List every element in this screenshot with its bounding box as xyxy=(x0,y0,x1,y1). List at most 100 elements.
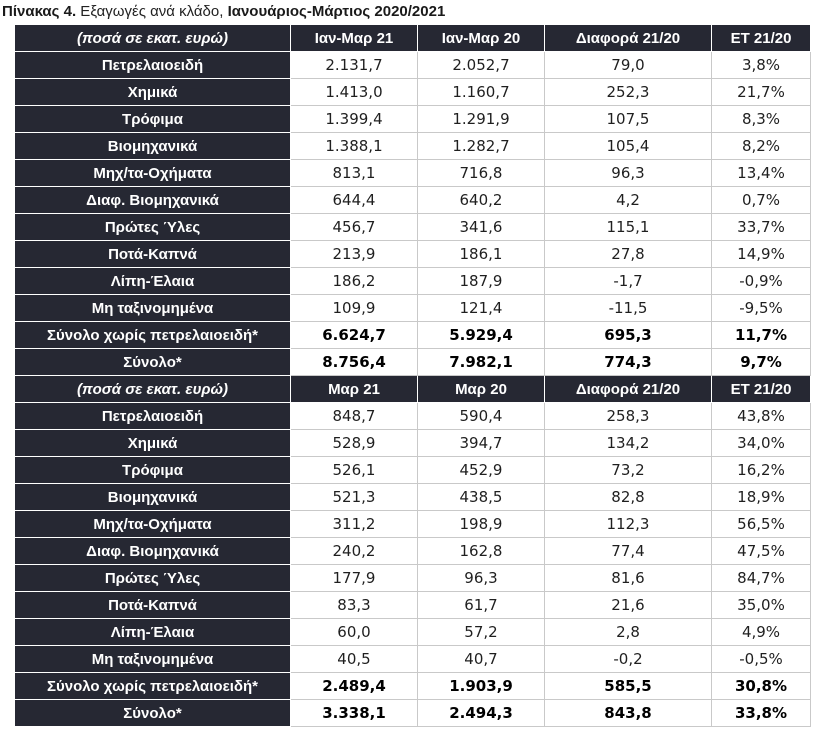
value-cell: 8.756,4 xyxy=(290,348,418,376)
value-cell: 198,9 xyxy=(417,510,545,538)
table-row: Μη ταξινομημένα 40,5 40,7 -0,2 -0,5% xyxy=(14,645,811,673)
table-row: Πρώτες Ύλες 456,7 341,6 115,1 33,7% xyxy=(14,213,811,241)
sector-label: Σύνολο* xyxy=(14,699,291,727)
value-cell: 187,9 xyxy=(417,267,545,295)
value-cell: 311,2 xyxy=(290,510,418,538)
value-cell: 177,9 xyxy=(290,564,418,592)
value-cell: 644,4 xyxy=(290,186,418,214)
value-cell: 2,8 xyxy=(544,618,712,646)
value-cell: 213,9 xyxy=(290,240,418,268)
total-row: Σύνολο χωρίς πετρελαιοειδή* 2.489,4 1.903,… xyxy=(14,672,811,700)
value-cell: 33,8% xyxy=(711,699,811,727)
value-cell: 96,3 xyxy=(544,159,712,187)
value-cell: -0,9% xyxy=(711,267,811,295)
value-cell: 452,9 xyxy=(417,456,545,484)
value-cell: 3,8% xyxy=(711,51,811,79)
value-cell: -11,5 xyxy=(544,294,712,322)
table-row: Χημικά 528,9 394,7 134,2 34,0% xyxy=(14,429,811,457)
value-cell: 60,0 xyxy=(290,618,418,646)
value-cell: 716,8 xyxy=(417,159,545,187)
value-cell: 258,3 xyxy=(544,402,712,430)
value-cell: 1.903,9 xyxy=(417,672,545,700)
sector-label: Μηχ/τα-Οχήματα xyxy=(14,159,291,187)
table-row: Μη ταξινομημένα 109,9 121,4 -11,5 -9,5% xyxy=(14,294,811,322)
value-cell: 112,3 xyxy=(544,510,712,538)
value-cell: 27,8 xyxy=(544,240,712,268)
sector-label: Σύνολο* xyxy=(14,348,291,376)
value-cell: 774,3 xyxy=(544,348,712,376)
value-cell: 186,2 xyxy=(290,267,418,295)
value-cell: 40,7 xyxy=(417,645,545,673)
column-header: Ιαν-Μαρ 21 xyxy=(290,24,418,52)
table-row: Διαφ. Βιομηχανικά 644,4 640,2 4,2 0,7% xyxy=(14,186,811,214)
value-cell: 521,3 xyxy=(290,483,418,511)
value-cell: 105,4 xyxy=(544,132,712,160)
value-cell: 33,7% xyxy=(711,213,811,241)
caption-subject: Εξαγωγές ανά κλάδο, xyxy=(76,3,228,20)
value-cell: -1,7 xyxy=(544,267,712,295)
units-header: (ποσά σε εκατ. ευρώ) xyxy=(14,24,291,52)
value-cell: 252,3 xyxy=(544,78,712,106)
value-cell: 8,2% xyxy=(711,132,811,160)
value-cell: 61,7 xyxy=(417,591,545,619)
value-cell: 121,4 xyxy=(417,294,545,322)
total-row: Σύνολο* 3.338,1 2.494,3 843,8 33,8% xyxy=(14,699,811,727)
value-cell: 1.160,7 xyxy=(417,78,545,106)
total-row: Σύνολο* 8.756,4 7.982,1 774,3 9,7% xyxy=(14,348,811,376)
value-cell: 96,3 xyxy=(417,564,545,592)
sector-label: Σύνολο χωρίς πετρελαιοειδή* xyxy=(14,672,291,700)
value-cell: 2.131,7 xyxy=(290,51,418,79)
table-row: Ποτά-Καπνά 83,3 61,7 21,6 35,0% xyxy=(14,591,811,619)
table-row: Χημικά 1.413,0 1.160,7 252,3 21,7% xyxy=(14,78,811,106)
sector-label: Λίπη-Έλαια xyxy=(14,618,291,646)
column-header: Μαρ 21 xyxy=(290,375,418,403)
sector-label: Πετρελαιοειδή xyxy=(14,51,291,79)
exports-by-sector-table: (ποσά σε εκατ. ευρώ) Ιαν-Μαρ 21 Ιαν-Μαρ 20… xyxy=(14,24,811,727)
value-cell: -0,2 xyxy=(544,645,712,673)
value-cell: 11,7% xyxy=(711,321,811,349)
value-cell: 84,7% xyxy=(711,564,811,592)
value-cell: 14,9% xyxy=(711,240,811,268)
value-cell: 813,1 xyxy=(290,159,418,187)
value-cell: 186,1 xyxy=(417,240,545,268)
value-cell: 47,5% xyxy=(711,537,811,565)
table-row: Τρόφιμα 526,1 452,9 73,2 16,2% xyxy=(14,456,811,484)
value-cell: 83,3 xyxy=(290,591,418,619)
table-row: Πρώτες Ύλες 177,9 96,3 81,6 84,7% xyxy=(14,564,811,592)
table-row: Λίπη-Έλαια 186,2 187,9 -1,7 -0,9% xyxy=(14,267,811,295)
value-cell: 3.338,1 xyxy=(290,699,418,727)
table-row: Λίπη-Έλαια 60,0 57,2 2,8 4,9% xyxy=(14,618,811,646)
value-cell: 1.388,1 xyxy=(290,132,418,160)
column-header: ΕΤ 21/20 xyxy=(711,24,811,52)
table-row: Βιομηχανικά 1.388,1 1.282,7 105,4 8,2% xyxy=(14,132,811,160)
value-cell: 1.291,9 xyxy=(417,105,545,133)
table-row: Μηχ/τα-Οχήματα 813,1 716,8 96,3 13,4% xyxy=(14,159,811,187)
column-header: ΕΤ 21/20 xyxy=(711,375,811,403)
value-cell: 2.489,4 xyxy=(290,672,418,700)
value-cell: 848,7 xyxy=(290,402,418,430)
value-cell: 13,4% xyxy=(711,159,811,187)
units-header: (ποσά σε εκατ. ευρώ) xyxy=(14,375,291,403)
value-cell: 4,9% xyxy=(711,618,811,646)
value-cell: 843,8 xyxy=(544,699,712,727)
caption-period: Ιανουάριος-Μάρτιος 2020/2021 xyxy=(227,3,446,20)
value-cell: 2.052,7 xyxy=(417,51,545,79)
value-cell: 585,5 xyxy=(544,672,712,700)
value-cell: 134,2 xyxy=(544,429,712,457)
sector-label: Πρώτες Ύλες xyxy=(14,213,291,241)
value-cell: 21,6 xyxy=(544,591,712,619)
value-cell: 30,8% xyxy=(711,672,811,700)
value-cell: 8,3% xyxy=(711,105,811,133)
value-cell: 115,1 xyxy=(544,213,712,241)
sector-label: Βιομηχανικά xyxy=(14,483,291,511)
table-caption: Πίνακας 4. Εξαγωγές ανά κλάδο, Ιανουάριο… xyxy=(2,2,445,24)
value-cell: 82,8 xyxy=(544,483,712,511)
table-row: Μηχ/τα-Οχήματα 311,2 198,9 112,3 56,5% xyxy=(14,510,811,538)
value-cell: 2.494,3 xyxy=(417,699,545,727)
value-cell: 77,4 xyxy=(544,537,712,565)
table-row: Διαφ. Βιομηχανικά 240,2 162,8 77,4 47,5% xyxy=(14,537,811,565)
value-cell: 394,7 xyxy=(417,429,545,457)
value-cell: 35,0% xyxy=(711,591,811,619)
caption-label: Πίνακας 4. xyxy=(2,3,77,20)
value-cell: 9,7% xyxy=(711,348,811,376)
